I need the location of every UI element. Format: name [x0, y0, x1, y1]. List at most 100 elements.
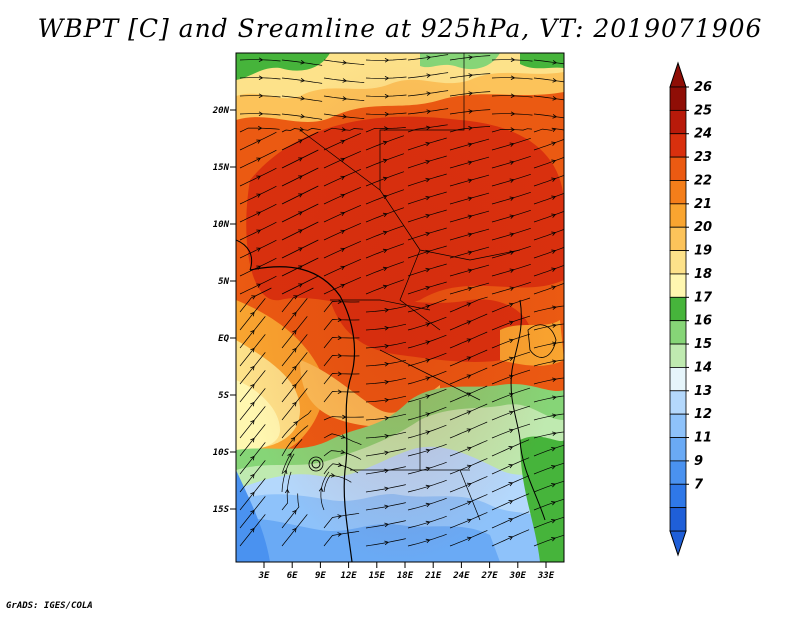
- streamline-arrow: [425, 285, 431, 291]
- rift-lakes: [510, 299, 546, 521]
- streamline: [281, 425, 309, 457]
- streamline-arrow: [551, 231, 557, 236]
- streamline-arrow: [508, 500, 514, 505]
- lat-tick-label: 15N: [213, 163, 230, 173]
- streamline: [449, 174, 490, 187]
- colorbar-swatch: [669, 273, 687, 298]
- streamline: [407, 209, 447, 223]
- streamline-arrow: [467, 178, 473, 183]
- streamline: [491, 439, 530, 457]
- circulation-ring: [308, 456, 324, 472]
- streamline: [281, 185, 319, 205]
- colorbar-swatch: [669, 156, 687, 181]
- streamline: [407, 497, 447, 511]
- streamline: [323, 77, 365, 83]
- streamline: [449, 55, 491, 61]
- streamline-arrow: [467, 268, 473, 273]
- streamline: [323, 127, 364, 133]
- streamline-arrow: [509, 232, 515, 237]
- streamline-arrow: [382, 230, 388, 236]
- streamline: [323, 337, 360, 349]
- colorbar-swatch: [669, 483, 687, 509]
- streamline: [407, 72, 449, 79]
- streamline: [239, 442, 266, 475]
- streamline: [407, 227, 447, 241]
- streamline: [533, 193, 564, 205]
- streamline: [365, 448, 406, 457]
- streamline-arrow: [340, 265, 346, 270]
- streamline-arrow: [509, 286, 515, 291]
- streamline-arrow: [384, 433, 390, 439]
- guinea-coast: [236, 239, 253, 271]
- streamline-arrow: [290, 436, 296, 442]
- streamline: [239, 113, 281, 116]
- streamline-arrow: [467, 142, 473, 147]
- streamline: [533, 128, 564, 133]
- streamline-arrow: [552, 395, 557, 400]
- streamline: [281, 113, 323, 120]
- streamline-arrow: [298, 283, 303, 288]
- streamline: [491, 493, 530, 511]
- streamline: [407, 155, 447, 169]
- streamline-arrow: [298, 157, 303, 162]
- streamline: [365, 112, 407, 115]
- streamline: [533, 77, 564, 83]
- streamline-arrow: [292, 509, 297, 515]
- colorbar-swatch: [669, 460, 687, 485]
- streamline-arrow: [340, 157, 346, 162]
- streamline: [407, 515, 447, 529]
- streamline: [449, 264, 490, 277]
- streamline-arrow: [552, 431, 557, 436]
- streamline: [491, 59, 533, 62]
- streamline: [239, 514, 266, 547]
- streamline-arrow: [250, 347, 255, 353]
- streamline: [323, 150, 362, 169]
- streamline-arrow: [340, 139, 346, 144]
- streamline-arrow: [508, 446, 514, 451]
- lake-victoria: [527, 324, 557, 358]
- streamline-arrow: [508, 338, 514, 344]
- streamline: [281, 77, 323, 84]
- streamline: [407, 370, 447, 385]
- streamline-arrow: [298, 265, 303, 270]
- streamline-arrow: [551, 447, 556, 452]
- streamline: [407, 461, 447, 475]
- streamline: [281, 298, 308, 331]
- streamline: [449, 73, 491, 79]
- streamline-arrow: [250, 527, 255, 533]
- streamline: [533, 247, 564, 259]
- streamline: [365, 189, 405, 205]
- streamline-arrow: [342, 114, 348, 119]
- streamline: [407, 388, 447, 403]
- streamline: [239, 316, 266, 349]
- streamline: [365, 135, 405, 151]
- streamline-arrow: [298, 229, 303, 234]
- streamline: [365, 502, 406, 511]
- streamline: [533, 395, 564, 403]
- streamline: [449, 192, 490, 205]
- colorbar-swatch: [669, 320, 687, 345]
- streamline: [365, 207, 405, 223]
- streamline: [323, 319, 360, 331]
- streamline: [365, 225, 405, 241]
- colorbar: 26 25 24 23 22 21 20 19 18 17 16 15 14 13 12 11 9 7: [669, 61, 713, 557]
- streamline-arrow: [510, 111, 516, 117]
- streamline-arrow: [340, 175, 346, 180]
- streamline-arrow: [384, 450, 390, 456]
- streamline: [533, 113, 564, 119]
- streamline: [281, 410, 312, 439]
- streamline: [365, 431, 407, 439]
- streamline-arrow: [509, 142, 515, 147]
- streamline: [533, 265, 564, 277]
- streamline: [491, 137, 531, 151]
- streamline-arrow: [256, 175, 262, 180]
- streamline: [533, 516, 564, 529]
- streamline-arrow: [551, 213, 557, 218]
- streamline-arrow: [467, 214, 473, 219]
- streamline-arrow: [551, 501, 556, 506]
- lat-tick-label: 20N: [212, 106, 230, 116]
- streamline-arrow: [384, 307, 390, 313]
- streamline: [407, 298, 447, 313]
- streamline: [533, 305, 564, 313]
- colorbar-label: 7: [694, 477, 704, 492]
